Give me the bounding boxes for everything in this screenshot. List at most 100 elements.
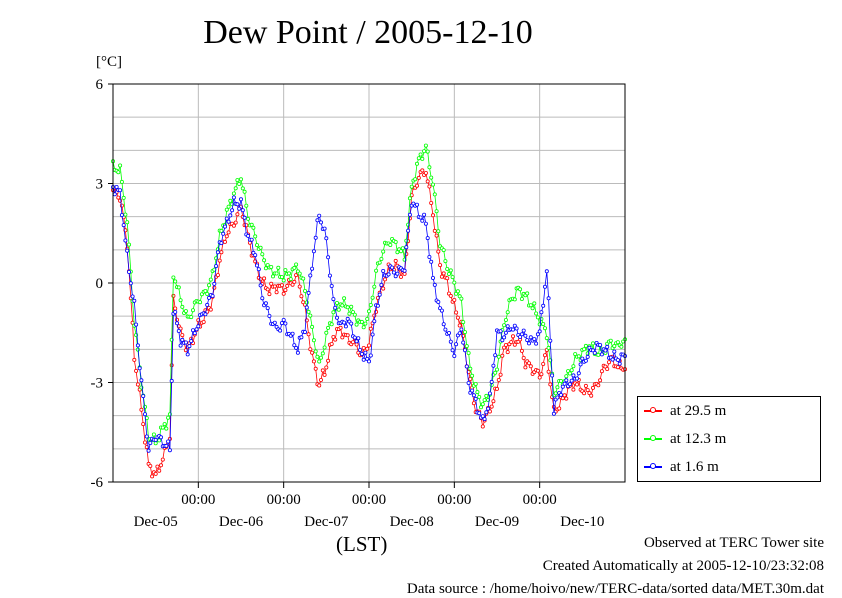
data-point xyxy=(326,358,331,363)
y-tick-label: 6 xyxy=(96,77,104,93)
data-point xyxy=(464,344,469,349)
data-point xyxy=(615,357,620,362)
data-point xyxy=(141,394,146,399)
data-point xyxy=(598,342,603,347)
data-point xyxy=(379,256,384,261)
data-point xyxy=(326,325,331,330)
data-point xyxy=(615,340,620,345)
data-point xyxy=(551,411,556,416)
data-point xyxy=(238,177,243,182)
data-point xyxy=(173,306,178,311)
data-point xyxy=(306,290,311,295)
data-point xyxy=(578,362,583,367)
data-point xyxy=(434,209,439,214)
data-point xyxy=(283,288,288,293)
data-point xyxy=(502,335,507,340)
data-point xyxy=(114,184,119,189)
data-point xyxy=(489,379,494,384)
data-point xyxy=(205,291,210,296)
data-point xyxy=(377,292,382,297)
data-point xyxy=(347,311,352,316)
data-point xyxy=(500,353,505,358)
data-point xyxy=(340,303,345,308)
data-point xyxy=(230,208,235,213)
data-point xyxy=(482,398,487,403)
data-point xyxy=(320,368,325,373)
data-point xyxy=(258,245,263,250)
data-point xyxy=(310,266,315,271)
data-point xyxy=(484,393,489,398)
data-point xyxy=(372,284,377,289)
data-point xyxy=(543,326,548,331)
data-point xyxy=(345,305,350,310)
x-tick-label: 00:00 xyxy=(437,492,471,508)
data-point xyxy=(178,298,183,303)
y-axis-unit: [°C] xyxy=(96,54,122,70)
data-point xyxy=(354,322,359,327)
data-point xyxy=(342,296,347,301)
data-point xyxy=(302,330,307,335)
data-point xyxy=(123,212,128,217)
data-point xyxy=(150,474,155,479)
data-point xyxy=(267,292,272,297)
data-point xyxy=(562,381,567,386)
data-point xyxy=(487,409,492,414)
data-point xyxy=(313,235,318,240)
data-point xyxy=(486,406,491,411)
data-point xyxy=(270,274,275,279)
data-point xyxy=(139,378,144,383)
data-point xyxy=(322,226,327,231)
data-point xyxy=(329,322,334,327)
grid-lines xyxy=(113,84,625,482)
day-label: Dec-08 xyxy=(390,514,434,530)
data-point xyxy=(523,365,528,370)
data-point xyxy=(598,378,603,383)
data-point xyxy=(288,277,293,282)
data-point xyxy=(553,391,558,396)
data-point xyxy=(190,328,195,333)
data-point xyxy=(226,230,231,235)
data-point xyxy=(567,371,572,376)
data-point xyxy=(318,377,323,382)
data-point xyxy=(427,165,432,170)
data-point xyxy=(324,365,329,370)
data-point xyxy=(219,250,224,255)
data-point xyxy=(185,352,190,357)
data-point xyxy=(331,297,336,302)
data-point xyxy=(173,309,178,314)
data-point xyxy=(452,353,457,358)
data-point xyxy=(503,330,508,335)
data-point xyxy=(541,361,546,366)
data-point xyxy=(158,463,163,468)
data-point xyxy=(294,345,299,350)
data-point xyxy=(530,306,535,311)
data-point xyxy=(559,378,564,383)
data-point xyxy=(608,338,613,343)
data-point xyxy=(480,424,485,429)
data-point xyxy=(231,191,236,196)
data-point xyxy=(477,394,482,399)
data-point xyxy=(238,197,243,202)
data-point xyxy=(274,290,279,295)
data-point xyxy=(286,271,291,276)
data-point xyxy=(582,347,587,352)
data-point xyxy=(183,340,188,345)
data-point xyxy=(249,222,254,227)
data-point xyxy=(269,264,274,269)
data-point xyxy=(180,333,185,338)
data-point xyxy=(116,195,121,200)
data-point xyxy=(414,202,419,207)
data-point xyxy=(240,186,245,191)
data-point xyxy=(377,260,382,265)
data-point xyxy=(231,223,236,228)
data-point xyxy=(262,258,267,263)
data-point xyxy=(279,321,284,326)
data-point xyxy=(599,352,604,357)
data-point xyxy=(219,241,224,246)
data-point xyxy=(267,313,272,318)
data-point xyxy=(607,360,612,365)
data-point xyxy=(414,183,419,188)
data-point xyxy=(564,396,569,401)
data-point xyxy=(130,294,135,299)
data-point xyxy=(448,339,453,344)
